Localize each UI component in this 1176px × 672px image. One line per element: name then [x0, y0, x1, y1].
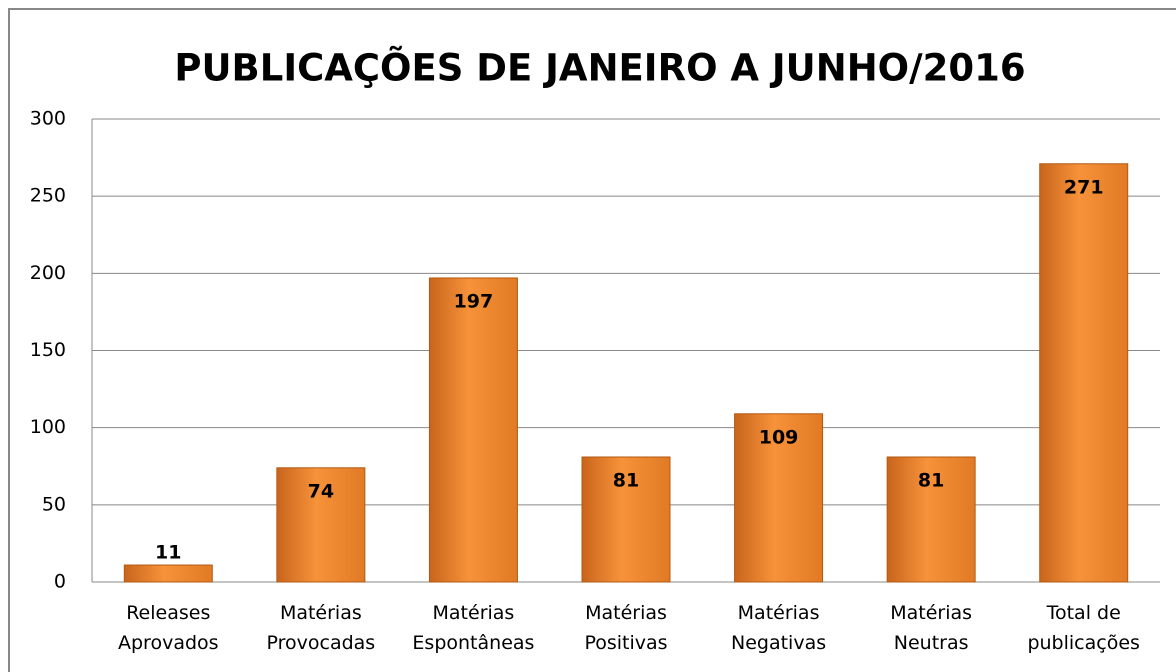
data-label: 271	[1064, 176, 1104, 198]
data-label: 197	[454, 290, 494, 312]
data-label: 81	[613, 469, 639, 491]
x-tick-label: Matérias Provocadas	[266, 602, 376, 654]
bar	[581, 456, 671, 583]
chart-title: PUBLICAÇÕES DE JANEIRO A JUNHO/2016	[174, 46, 1025, 90]
y-tick-label: 50	[42, 493, 66, 515]
x-tick-label: Total de publicações	[1027, 602, 1140, 654]
y-tick-label: 150	[30, 339, 66, 361]
x-tick-label: Matérias Negativas	[731, 602, 827, 654]
data-label: 11	[155, 542, 181, 564]
bar	[734, 413, 824, 583]
data-label: 109	[759, 426, 799, 448]
x-tick-label: Matérias Neutras	[890, 602, 973, 654]
bar	[886, 456, 976, 583]
x-tick-label: Matérias Positivas	[584, 602, 668, 654]
bar	[428, 277, 518, 583]
y-tick-label: 200	[30, 262, 66, 284]
data-label: 81	[918, 469, 944, 491]
y-tick-label: 0	[54, 571, 66, 593]
bar	[276, 467, 366, 583]
bar	[123, 564, 213, 583]
bar	[1039, 163, 1129, 583]
chart-frame	[8, 8, 1176, 672]
x-tick-label: Releases Aprovados	[118, 602, 219, 654]
data-label: 74	[308, 480, 334, 502]
y-tick-label: 300	[30, 108, 66, 130]
y-tick-label: 250	[30, 185, 66, 207]
y-tick-label: 100	[30, 416, 66, 438]
x-tick-label: Matérias Espontâneas	[412, 602, 535, 654]
